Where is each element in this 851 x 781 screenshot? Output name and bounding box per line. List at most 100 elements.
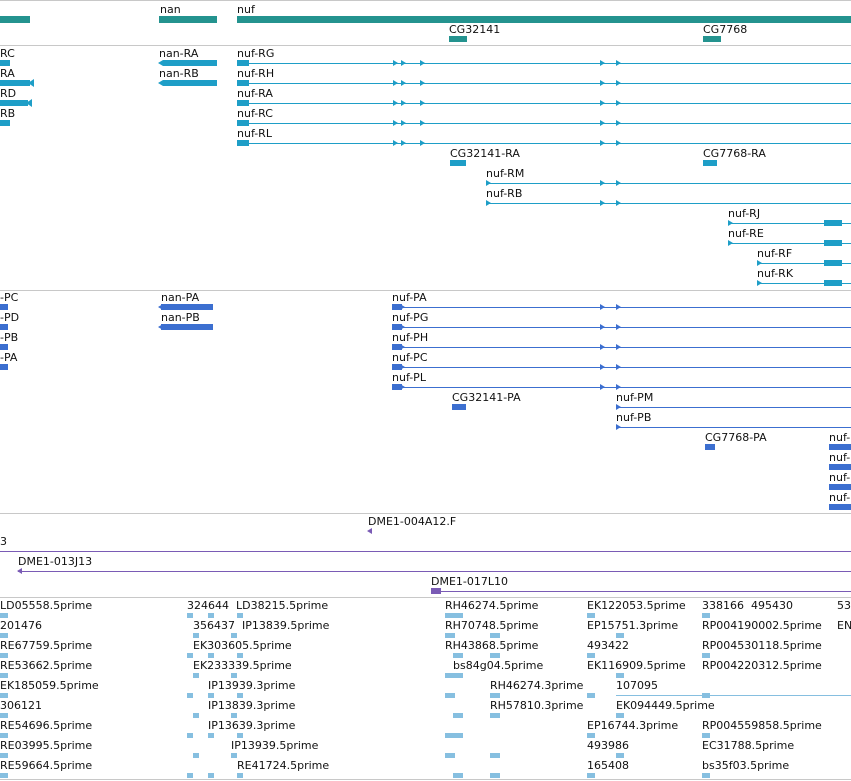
protein-label[interactable]: nuf-: [829, 491, 851, 504]
est-label[interactable]: LD05558.5prime: [0, 599, 93, 612]
est-glyph: [490, 753, 500, 758]
est-label[interactable]: EP15751.3prime: [587, 619, 679, 632]
est-label[interactable]: RP004190002.5prime: [702, 619, 822, 632]
transcript-label[interactable]: CG32141-RA: [450, 147, 520, 160]
transcript-label[interactable]: nuf-RG: [237, 47, 275, 60]
transcript-label[interactable]: CG7768-RA: [703, 147, 766, 160]
est-label[interactable]: IP13839.3prime: [208, 699, 296, 712]
est-label[interactable]: EK116909.5prime: [587, 659, 686, 672]
est-label[interactable]: RE03995.5prime: [0, 739, 93, 752]
intron-line: [431, 591, 851, 592]
feature-block: [0, 344, 8, 350]
feature-block: [0, 324, 8, 330]
transcript-label[interactable]: nuf-RE: [728, 227, 764, 240]
est-label[interactable]: EK185059.5prime: [0, 679, 99, 692]
est-label[interactable]: RH46274.3prime: [490, 679, 584, 692]
est-label[interactable]: 324644: [187, 599, 229, 612]
protein-label[interactable]: nuf-PB: [616, 411, 652, 424]
clone-label[interactable]: DME1-017L10: [431, 575, 508, 588]
est-label[interactable]: 338166: [702, 599, 744, 612]
transcript-label[interactable]: nuf-RH: [237, 67, 275, 80]
est-label[interactable]: IP13639.3prime: [208, 719, 296, 732]
est-label[interactable]: RE59664.5prime: [0, 759, 93, 772]
protein-label[interactable]: -PA: [0, 351, 18, 364]
est-label[interactable]: RP004559858.5prime: [702, 719, 822, 732]
est-label[interactable]: IP13839.5prime: [242, 619, 330, 632]
est-label[interactable]: bs35f03.5prime: [702, 759, 790, 772]
est-label[interactable]: RH43868.5prime: [445, 639, 539, 652]
transcript-label[interactable]: RB: [0, 107, 16, 120]
est-label[interactable]: 493986: [587, 739, 629, 752]
transcript-label[interactable]: nuf-RB: [486, 187, 523, 200]
strand-arrow-left: [198, 324, 203, 330]
gene-label[interactable]: nuf: [237, 3, 255, 16]
est-label[interactable]: RP004530118.5prime: [702, 639, 822, 652]
est-label[interactable]: 201476: [0, 619, 42, 632]
protein-label[interactable]: nan-PA: [161, 291, 200, 304]
protein-label[interactable]: -PC: [0, 291, 19, 304]
transcript-label[interactable]: nuf-RC: [237, 107, 273, 120]
est-label[interactable]: RE53662.5prime: [0, 659, 93, 672]
gene-glyph: [703, 36, 721, 42]
protein-label[interactable]: nuf-PG: [392, 311, 429, 324]
gene-label[interactable]: CG32141: [449, 23, 501, 36]
clone-label[interactable]: DME1-013J13: [18, 555, 93, 568]
est-label[interactable]: RH46274.5prime: [445, 599, 539, 612]
transcript-label[interactable]: RD: [0, 87, 17, 100]
est-label[interactable]: EK094449.5prime: [616, 699, 715, 712]
est-label[interactable]: EK233339.5prime: [193, 659, 292, 672]
transcript-label[interactable]: nuf-RK: [757, 267, 794, 280]
est-label[interactable]: 495430: [751, 599, 793, 612]
transcript-label[interactable]: nuf-RM: [486, 167, 525, 180]
est-label[interactable]: 493422: [587, 639, 629, 652]
est-label[interactable]: RH70748.5prime: [445, 619, 539, 632]
est-label[interactable]: bs84g04.5prime: [453, 659, 544, 672]
est-label[interactable]: IP13939.3prime: [208, 679, 296, 692]
est-label[interactable]: RE67759.5prime: [0, 639, 93, 652]
transcript-label[interactable]: nuf-RJ: [728, 207, 761, 220]
transcript-label[interactable]: nuf-RL: [237, 127, 272, 140]
protein-label[interactable]: nuf-PH: [392, 331, 429, 344]
protein-label[interactable]: nuf-: [829, 431, 851, 444]
est-label[interactable]: LD38215.5prime: [236, 599, 329, 612]
feature-block: [703, 160, 717, 166]
transcript-label[interactable]: RA: [0, 67, 15, 80]
protein-label[interactable]: -PD: [0, 311, 20, 324]
gene-label[interactable]: nan: [160, 3, 181, 16]
protein-label[interactable]: nuf-PC: [392, 351, 428, 364]
est-glyph: [445, 753, 455, 758]
est-label[interactable]: IP13939.5prime: [231, 739, 319, 752]
transcript-label[interactable]: nuf-RF: [757, 247, 793, 260]
protein-label[interactable]: nuf-PA: [392, 291, 427, 304]
transcript-label[interactable]: RC: [0, 47, 15, 60]
strand-arrow-left: [178, 80, 183, 86]
est-label[interactable]: RE54696.5prime: [0, 719, 93, 732]
protein-label[interactable]: nuf-PM: [616, 391, 654, 404]
transcript-label[interactable]: nan-RB: [159, 67, 199, 80]
transcript-label[interactable]: nan-RA: [159, 47, 199, 60]
protein-label[interactable]: nan-PB: [161, 311, 200, 324]
protein-label[interactable]: nuf-: [829, 471, 851, 484]
protein-label[interactable]: nuf-: [829, 451, 851, 464]
clone-label[interactable]: 3: [0, 535, 7, 548]
est-label[interactable]: RE41724.5prime: [237, 759, 330, 772]
protein-label[interactable]: nuf-PL: [392, 371, 426, 384]
est-label[interactable]: EN: [837, 619, 851, 632]
est-label[interactable]: 53: [837, 599, 851, 612]
est-label[interactable]: 306121: [0, 699, 42, 712]
est-label[interactable]: RP004220312.5prime: [702, 659, 822, 672]
est-label[interactable]: 356437: [193, 619, 235, 632]
est-label[interactable]: EP16744.3prime: [587, 719, 679, 732]
gene-label[interactable]: CG7768: [703, 23, 748, 36]
est-label[interactable]: RH57810.3prime: [490, 699, 584, 712]
transcript-label[interactable]: nuf-RA: [237, 87, 273, 100]
est-label[interactable]: EK303605.5prime: [193, 639, 292, 652]
est-label[interactable]: EK122053.5prime: [587, 599, 686, 612]
protein-label[interactable]: CG7768-PA: [705, 431, 767, 444]
clone-label[interactable]: DME1-004A12.F: [368, 515, 457, 528]
est-label[interactable]: 165408: [587, 759, 629, 772]
protein-label[interactable]: -PB: [0, 331, 19, 344]
protein-label[interactable]: CG32141-PA: [452, 391, 521, 404]
est-label[interactable]: 107095: [616, 679, 658, 692]
est-label[interactable]: EC31788.5prime: [702, 739, 795, 752]
